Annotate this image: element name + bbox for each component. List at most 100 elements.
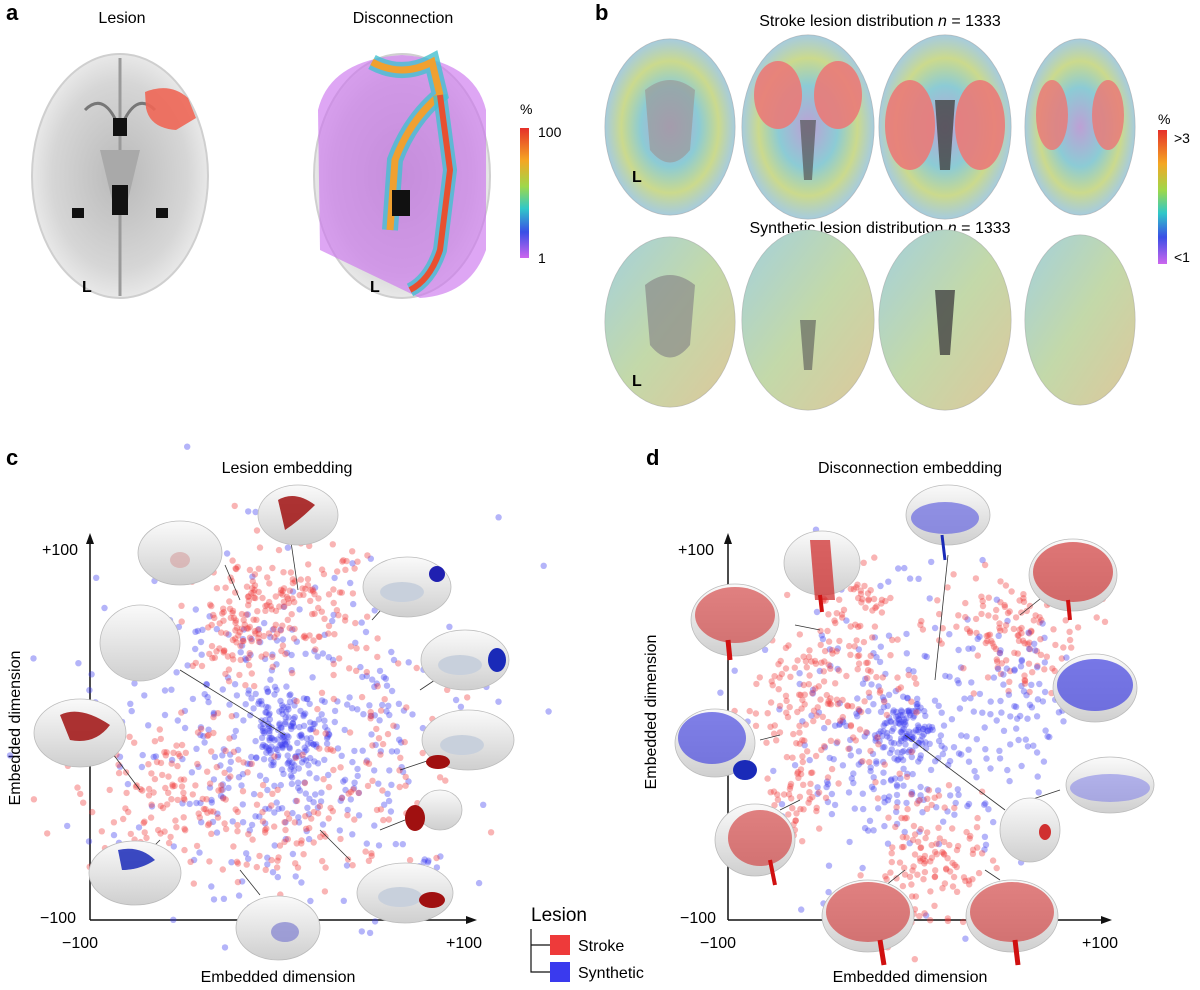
synthetic-point	[921, 723, 928, 730]
stroke-point	[767, 699, 775, 706]
synthetic-point	[238, 782, 245, 789]
synthetic-point	[791, 762, 799, 769]
stroke-point	[801, 737, 808, 744]
synthetic-point	[917, 737, 924, 744]
synthetic-point	[855, 707, 863, 714]
synthetic-point	[826, 754, 833, 762]
synthetic-point	[934, 787, 942, 794]
synthetic-point	[1003, 665, 1010, 672]
stroke-point	[793, 810, 800, 817]
synthetic-point	[101, 604, 108, 612]
synthetic-point	[275, 805, 282, 812]
synthetic-point	[168, 686, 175, 693]
stroke-point	[162, 784, 169, 792]
stroke-point	[174, 796, 181, 804]
stroke-point	[363, 644, 370, 652]
synthetic-point	[928, 558, 935, 566]
synthetic-point	[814, 784, 821, 791]
synthetic-point	[315, 716, 323, 723]
stroke-point	[159, 771, 166, 779]
synthetic-point	[905, 666, 912, 674]
stroke-point	[220, 608, 227, 616]
stroke-point	[967, 832, 974, 840]
synthetic-point	[892, 687, 899, 695]
synthetic-point	[131, 680, 138, 687]
synthetic-point	[891, 775, 899, 782]
stroke-point	[850, 734, 857, 741]
synthetic-point	[940, 818, 947, 825]
synthetic-point	[248, 753, 255, 761]
synthetic-point	[915, 728, 922, 736]
synthetic-point	[809, 690, 817, 697]
stroke-point	[200, 805, 208, 813]
synthetic-point	[295, 819, 303, 826]
synthetic-point	[195, 763, 202, 770]
brain-inset	[674, 708, 757, 780]
stroke-point	[279, 642, 287, 649]
synthetic-point	[1025, 629, 1032, 636]
stroke-point	[817, 696, 824, 703]
synthetic-point	[276, 708, 283, 715]
synthetic-point	[313, 743, 320, 750]
synthetic-point	[291, 697, 298, 704]
synthetic-point	[287, 766, 294, 773]
stroke-point	[989, 640, 996, 647]
synthetic-point	[366, 929, 374, 937]
stroke-point	[970, 690, 977, 697]
stroke-point	[794, 708, 801, 716]
synthetic-point	[893, 820, 901, 828]
stroke-point	[871, 554, 878, 561]
stroke-point	[817, 627, 824, 635]
synthetic-point	[321, 631, 328, 638]
stroke-point	[307, 587, 314, 594]
stroke-point	[266, 598, 273, 606]
stroke-point	[892, 823, 899, 831]
synthetic-point	[289, 719, 296, 727]
synthetic-point	[93, 574, 100, 581]
synthetic-point	[324, 733, 331, 740]
synthetic-point	[957, 664, 965, 671]
stroke-point	[966, 881, 973, 888]
synthetic-point	[296, 606, 303, 613]
synthetic-point	[319, 650, 327, 657]
synthetic-point	[307, 754, 314, 762]
synthetic-point	[279, 702, 286, 709]
legend-swatch-stroke	[550, 935, 570, 955]
stroke-point	[349, 862, 356, 869]
stroke-point	[998, 660, 1005, 667]
stroke-point	[291, 598, 298, 606]
stroke-point	[161, 828, 168, 835]
synthetic-point	[282, 819, 289, 826]
synthetic-point	[197, 731, 204, 739]
stroke-point	[181, 825, 188, 832]
stroke-point	[381, 696, 388, 703]
synthetic-point	[174, 717, 181, 724]
stroke-point	[363, 668, 370, 676]
synthetic-point	[280, 737, 287, 744]
stroke-point	[274, 786, 281, 794]
synthetic-point	[205, 698, 212, 706]
stroke-point	[1101, 618, 1109, 625]
synthetic-point	[1000, 671, 1007, 678]
synthetic-point	[926, 595, 933, 602]
stroke-point	[313, 729, 320, 736]
synthetic-point	[847, 752, 854, 759]
stroke-point	[316, 803, 324, 810]
stroke-point	[746, 707, 753, 715]
synthetic-point	[325, 654, 332, 661]
stroke-point	[208, 602, 215, 610]
synthetic-point	[848, 775, 855, 782]
synthetic-point	[295, 748, 302, 756]
synthetic-point	[318, 697, 326, 704]
synthetic-point	[897, 735, 905, 742]
stroke-point	[176, 752, 183, 760]
synthetic-point	[279, 710, 286, 718]
synthetic-point	[900, 782, 907, 789]
stroke-point	[940, 850, 947, 857]
synthetic-point	[919, 740, 926, 747]
stroke-point	[222, 584, 229, 591]
stroke-point	[242, 682, 249, 689]
synthetic-point	[302, 757, 310, 764]
stroke-point	[278, 647, 285, 655]
